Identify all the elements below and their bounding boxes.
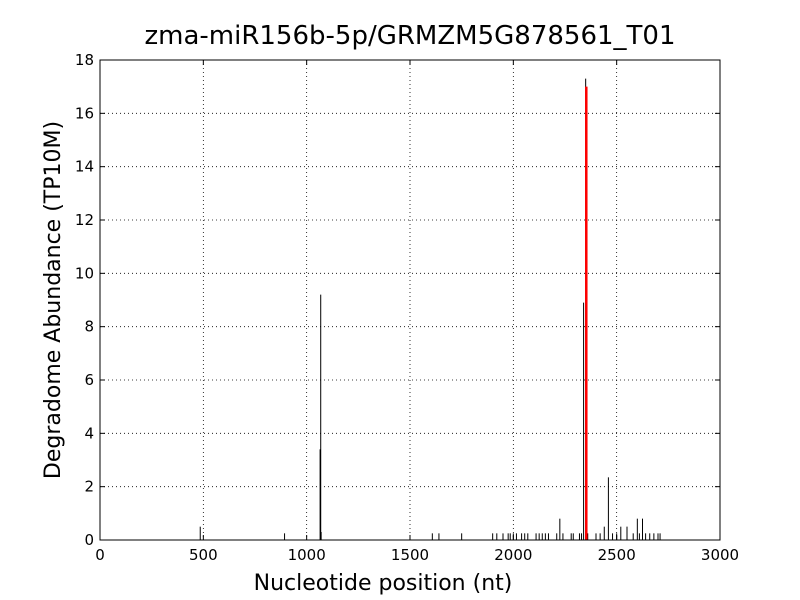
- y-tick-label: 6: [84, 371, 94, 389]
- y-tick-label: 14: [75, 158, 94, 176]
- x-tick-label: 500: [189, 546, 218, 564]
- y-tick-label: 0: [84, 531, 94, 549]
- x-tick-label: 2000: [494, 546, 532, 564]
- x-tick-label: 2500: [598, 546, 636, 564]
- x-tick-label: 1500: [391, 546, 429, 564]
- plot-frame: [99, 59, 721, 541]
- x-tick-label: 0: [95, 546, 105, 564]
- x-tick-label: 1000: [288, 546, 326, 564]
- x-axis-label: Nucleotide position (nt): [254, 571, 513, 596]
- x-tick-label: 3000: [701, 546, 739, 564]
- y-tick-label: 12: [75, 211, 94, 229]
- y-tick-label: 18: [75, 51, 94, 69]
- y-tick-label: 4: [84, 424, 94, 442]
- y-tick-label: 16: [75, 104, 94, 122]
- y-tick-label: 2: [84, 478, 94, 496]
- y-tick-label: 8: [84, 318, 94, 336]
- chart-title: zma-miR156b-5p/GRMZM5G878561_T01: [144, 21, 675, 51]
- y-axis-label: Degradome Abundance (TP10M): [41, 121, 66, 479]
- y-tick-label: 10: [75, 264, 94, 282]
